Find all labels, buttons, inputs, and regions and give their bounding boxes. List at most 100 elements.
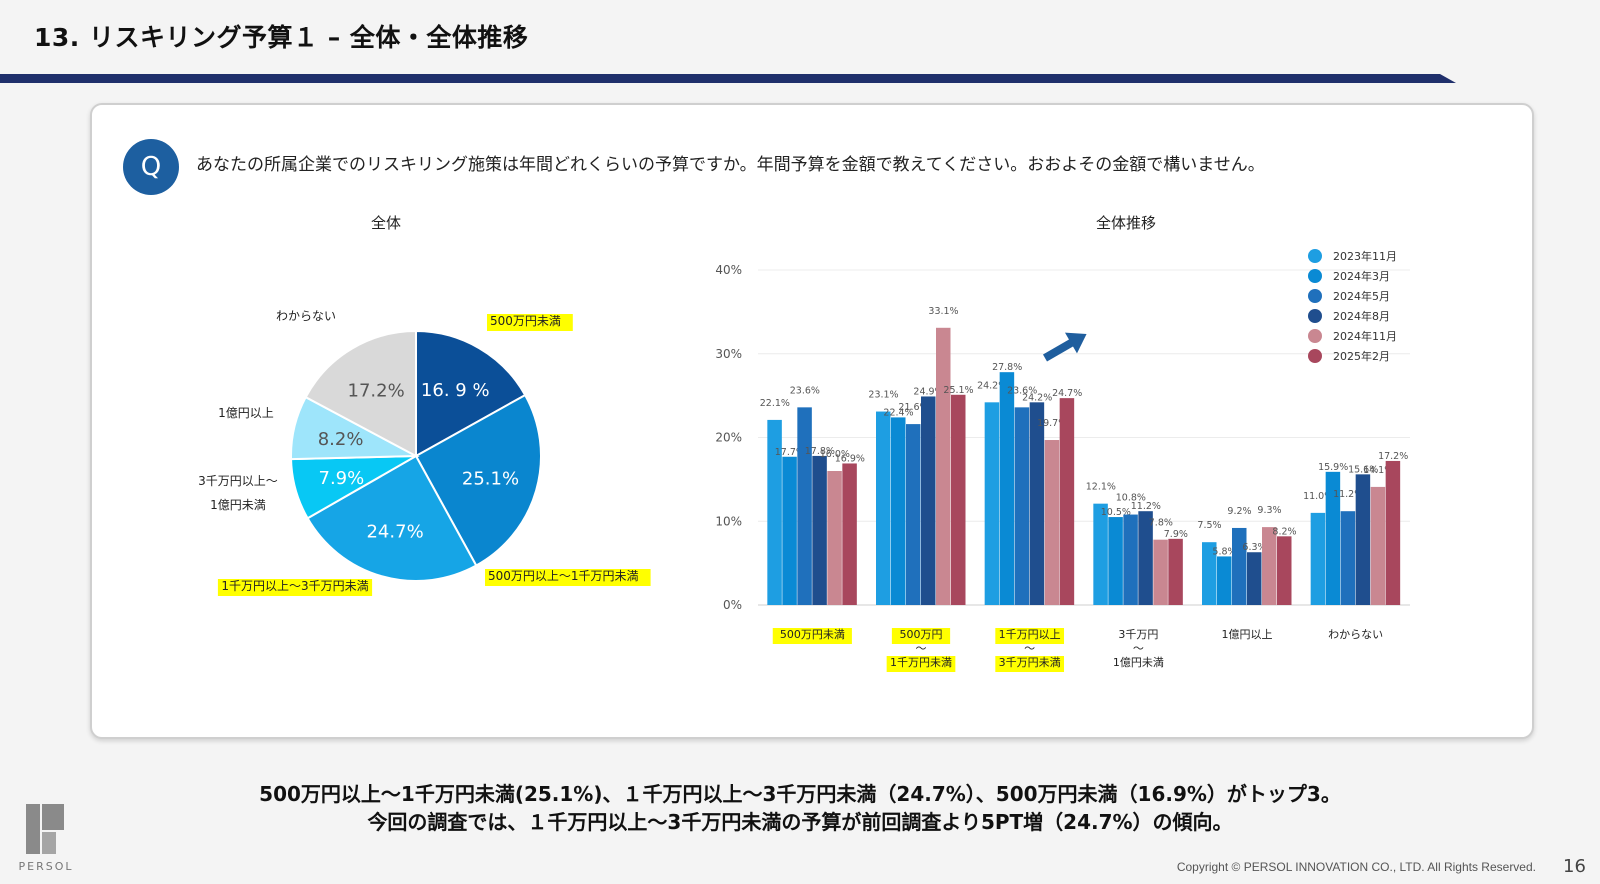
- bar-value-label: 9.3%: [1257, 505, 1281, 516]
- legend-marker: [1308, 289, 1322, 303]
- legend-label: 2024年11月: [1333, 329, 1397, 343]
- bar-value-label: 17.7%: [775, 447, 805, 458]
- bar-value-label: 17.2%: [1378, 451, 1408, 462]
- bar: [891, 417, 906, 605]
- label-highlight: [217, 579, 373, 596]
- bar-value-label: 33.1%: [928, 306, 958, 317]
- bar: [876, 411, 891, 605]
- bar-value-label: 17.8%: [805, 446, 835, 457]
- y-tick-label: 30%: [715, 347, 742, 361]
- bar: [1247, 552, 1262, 605]
- bar: [1262, 527, 1277, 605]
- arrow-head: [1064, 332, 1087, 354]
- bar: [921, 396, 936, 605]
- pie-value-label: 7.9%: [319, 468, 365, 489]
- bar: [1029, 402, 1045, 605]
- bar: [1325, 471, 1341, 605]
- bar: [1153, 539, 1168, 605]
- bar-value-label: 12.1%: [1086, 482, 1116, 493]
- pie-slice: [306, 454, 478, 582]
- x-category-label: ～: [916, 642, 927, 655]
- bar: [999, 372, 1015, 605]
- question-badge: Q: [123, 139, 179, 195]
- legend-label: 2024年8月: [1333, 309, 1390, 323]
- bar: [1277, 536, 1292, 605]
- pie-value-label: 16. 9 %: [421, 380, 490, 401]
- bar-value-label: 23.6%: [790, 385, 820, 396]
- bar-value-label: 15.9%: [1318, 462, 1348, 473]
- bar: [906, 424, 921, 605]
- pie-chart: 16. 9 % 500万円未満 25.1% 500万円以上～1千万円未満 24.7% 1千…: [198, 309, 651, 596]
- bar-value-label: 15.6%: [1348, 464, 1378, 475]
- pie-slice: [415, 329, 527, 458]
- bar-value-label: 6.3%: [1242, 542, 1266, 553]
- bar: [767, 419, 782, 605]
- legend-marker: [1308, 309, 1322, 323]
- y-tick-label: 20%: [715, 431, 742, 445]
- y-tick-label: 40%: [715, 263, 742, 277]
- bar: [782, 456, 797, 605]
- label-highlight: [886, 656, 956, 672]
- pie-category-label: 1億円以上: [218, 406, 274, 420]
- legend-label: 2023年11月: [1333, 249, 1397, 263]
- bar: [1044, 440, 1060, 605]
- pie-value-label: 25.1%: [462, 468, 519, 489]
- bar: [1168, 538, 1183, 605]
- bar-value-label: 11.2%: [1333, 489, 1363, 500]
- x-category-label: 1億円未満: [1113, 656, 1164, 669]
- bar: [1059, 398, 1075, 605]
- bar: [797, 407, 812, 605]
- legend-marker: [1308, 329, 1322, 343]
- bar: [827, 471, 842, 605]
- bar-value-label: 24.2%: [977, 380, 1007, 391]
- pie-slice: [304, 329, 417, 458]
- pie-value-label: 8.2%: [318, 429, 364, 450]
- x-category-label: 3千万円未満: [999, 656, 1061, 669]
- logo-text: PERSOL: [19, 860, 74, 873]
- bar-value-label: 24.9%: [913, 386, 943, 397]
- pie-slice: [414, 393, 542, 567]
- bar: [812, 455, 827, 605]
- pie-category-label: わからない: [276, 309, 336, 323]
- bar-value-label: 9.2%: [1227, 506, 1251, 517]
- summary-line-2: 今回の調査では、１千万円以上～3千万円未満の予算が前回調査より5PT増（24.7…: [367, 810, 1233, 834]
- persol-logo: PERSOL: [19, 804, 74, 873]
- pie-chart-title: 全体: [370, 214, 402, 232]
- bar: [1385, 460, 1401, 605]
- pie-value-label: 17.2%: [348, 381, 405, 402]
- summary-line-1: 500万円以上～1千万円未満(25.1%)、１千万円以上～3千万円未満（24.7…: [259, 782, 1341, 806]
- page-number: 16: [1563, 856, 1586, 877]
- bar-value-label: 23.6%: [1007, 385, 1037, 396]
- pie-value-label: 24.7%: [366, 522, 423, 543]
- bar-value-label: 7.8%: [1149, 518, 1173, 529]
- bar: [1310, 512, 1326, 605]
- pie-category-label: 1千万円以上～3千万円未満: [221, 579, 368, 593]
- x-category-label: 500万円: [900, 628, 943, 641]
- x-category-label: 1億円以上: [1222, 628, 1273, 641]
- x-category-label: 1千万円以上: [999, 628, 1061, 641]
- bar-value-label: 25.1%: [943, 385, 973, 396]
- bar: [842, 463, 857, 605]
- bar-value-label: 10.8%: [1116, 493, 1146, 504]
- bar-value-label: 27.8%: [992, 362, 1022, 373]
- bar: [936, 327, 951, 605]
- bar: [1232, 527, 1247, 605]
- label-highlight: [772, 628, 852, 644]
- y-tick-label: 10%: [715, 514, 742, 528]
- bar: [1093, 503, 1108, 605]
- bar-value-label: 10.5%: [1101, 507, 1131, 518]
- bar-value-label: 23.1%: [868, 390, 898, 401]
- bar-value-label: 7.9%: [1164, 529, 1188, 540]
- bar-value-label: 11.2%: [1131, 501, 1161, 512]
- y-tick-label: 0%: [723, 598, 742, 612]
- bar: [984, 402, 1000, 605]
- x-category-label: 3千万円: [1118, 628, 1158, 641]
- legend-label: 2025年2月: [1333, 349, 1390, 363]
- bar: [1138, 511, 1153, 605]
- bar-chart-title: 全体推移: [1095, 214, 1157, 232]
- bar-value-label: 22.4%: [883, 407, 913, 418]
- bar: [1202, 542, 1217, 605]
- legend-label: 2024年3月: [1333, 269, 1390, 283]
- label-highlight: [995, 628, 1065, 644]
- pie-category-label: 500万円未満: [490, 314, 561, 328]
